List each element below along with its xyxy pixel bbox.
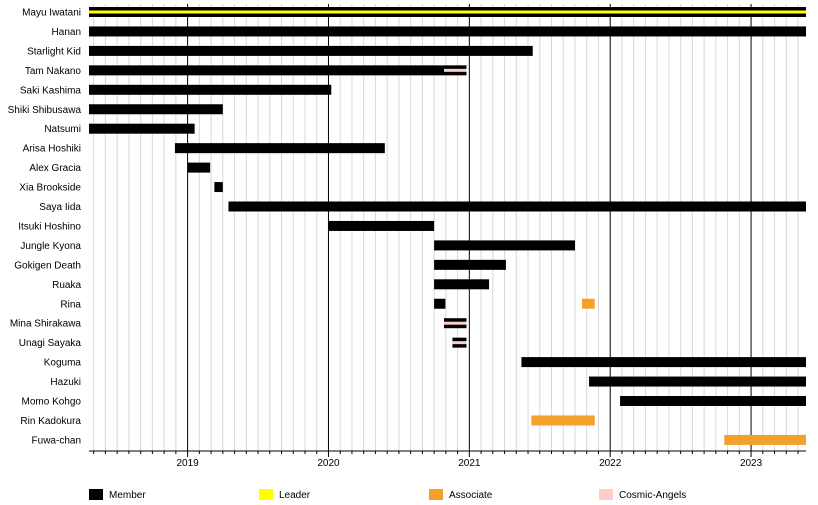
row-label: Starlight Kid bbox=[27, 46, 81, 57]
legend-swatch-cosmic bbox=[599, 489, 613, 500]
bar-member bbox=[89, 123, 195, 134]
x-axis: 2019 2020 2021 2022 2023 bbox=[89, 450, 806, 469]
row-label: Unagi Sayaka bbox=[19, 338, 82, 349]
legend-swatch-leader bbox=[259, 489, 273, 500]
bar-member bbox=[434, 259, 506, 270]
row-label: Koguma bbox=[44, 358, 82, 369]
row-label: Hanan bbox=[52, 27, 81, 38]
row-label: Saki Kashima bbox=[20, 85, 82, 96]
bar-member bbox=[89, 84, 332, 95]
legend-label-cosmic: Cosmic-Angels bbox=[619, 490, 686, 501]
row-label: Alex Gracia bbox=[29, 163, 81, 174]
legend: Member Leader Associate Cosmic-Angels bbox=[89, 489, 686, 501]
bar-cosmic-overlay bbox=[452, 341, 467, 345]
bar-member bbox=[89, 104, 223, 115]
row-label: Mina Shirakawa bbox=[10, 319, 82, 330]
row-labels: Mayu Iwatani Hanan Starlight Kid Tam Nakano… bbox=[8, 8, 82, 447]
legend-label-leader: Leader bbox=[279, 490, 311, 501]
row-label: Gokigen Death bbox=[14, 260, 81, 271]
bar-member bbox=[434, 298, 446, 309]
row-label: Saya Iida bbox=[39, 202, 81, 213]
row-label: Xia Brookside bbox=[19, 183, 81, 194]
bar-member bbox=[521, 357, 806, 368]
legend-swatch-member bbox=[89, 489, 103, 500]
row-label: Momo Kohgo bbox=[22, 397, 82, 408]
year-tick-label: 2019 bbox=[176, 458, 199, 469]
bar-member bbox=[620, 396, 806, 406]
bars-layer bbox=[89, 7, 806, 445]
row-label: Fuwa-chan bbox=[32, 435, 81, 446]
year-tick-label: 2020 bbox=[317, 458, 340, 469]
year-tick-label: 2021 bbox=[458, 458, 481, 469]
year-tick-label: 2022 bbox=[599, 458, 622, 469]
bar-member bbox=[89, 45, 533, 56]
legend-label-associate: Associate bbox=[449, 490, 493, 501]
bar-member bbox=[228, 201, 806, 212]
year-tick-label: 2023 bbox=[740, 458, 763, 469]
bar-leader-overlay bbox=[89, 10, 806, 14]
bar-member bbox=[214, 182, 223, 193]
row-label: Shiki Shibusawa bbox=[8, 105, 82, 116]
bar-member bbox=[589, 376, 806, 387]
bar-associate bbox=[724, 434, 806, 445]
row-label: Ruaka bbox=[52, 280, 81, 291]
bar-member bbox=[434, 279, 490, 290]
bar-cosmic-overlay bbox=[443, 321, 467, 325]
row-label: Rina bbox=[60, 299, 81, 310]
row-label: Arisa Hoshiki bbox=[23, 144, 81, 155]
bar-associate bbox=[582, 298, 595, 309]
bar-member bbox=[174, 143, 385, 154]
bar-member bbox=[89, 65, 467, 76]
bar-cosmic-overlay bbox=[443, 68, 467, 72]
row-label: Jungle Kyona bbox=[20, 241, 81, 252]
bar-member bbox=[89, 26, 806, 37]
row-label: Natsumi bbox=[44, 124, 81, 135]
bar-member bbox=[434, 240, 575, 251]
bar-member bbox=[187, 162, 211, 173]
row-label: Mayu Iwatani bbox=[22, 8, 81, 19]
row-label: Rin Kadokura bbox=[20, 416, 81, 427]
legend-label-member: Member bbox=[109, 490, 146, 501]
row-label: Hazuki bbox=[50, 377, 81, 388]
row-label: Itsuki Hoshino bbox=[18, 221, 81, 232]
bar-associate bbox=[531, 415, 595, 426]
legend-swatch-associate bbox=[429, 489, 443, 500]
bar-member bbox=[328, 220, 435, 231]
row-label: Tam Nakano bbox=[25, 66, 82, 77]
